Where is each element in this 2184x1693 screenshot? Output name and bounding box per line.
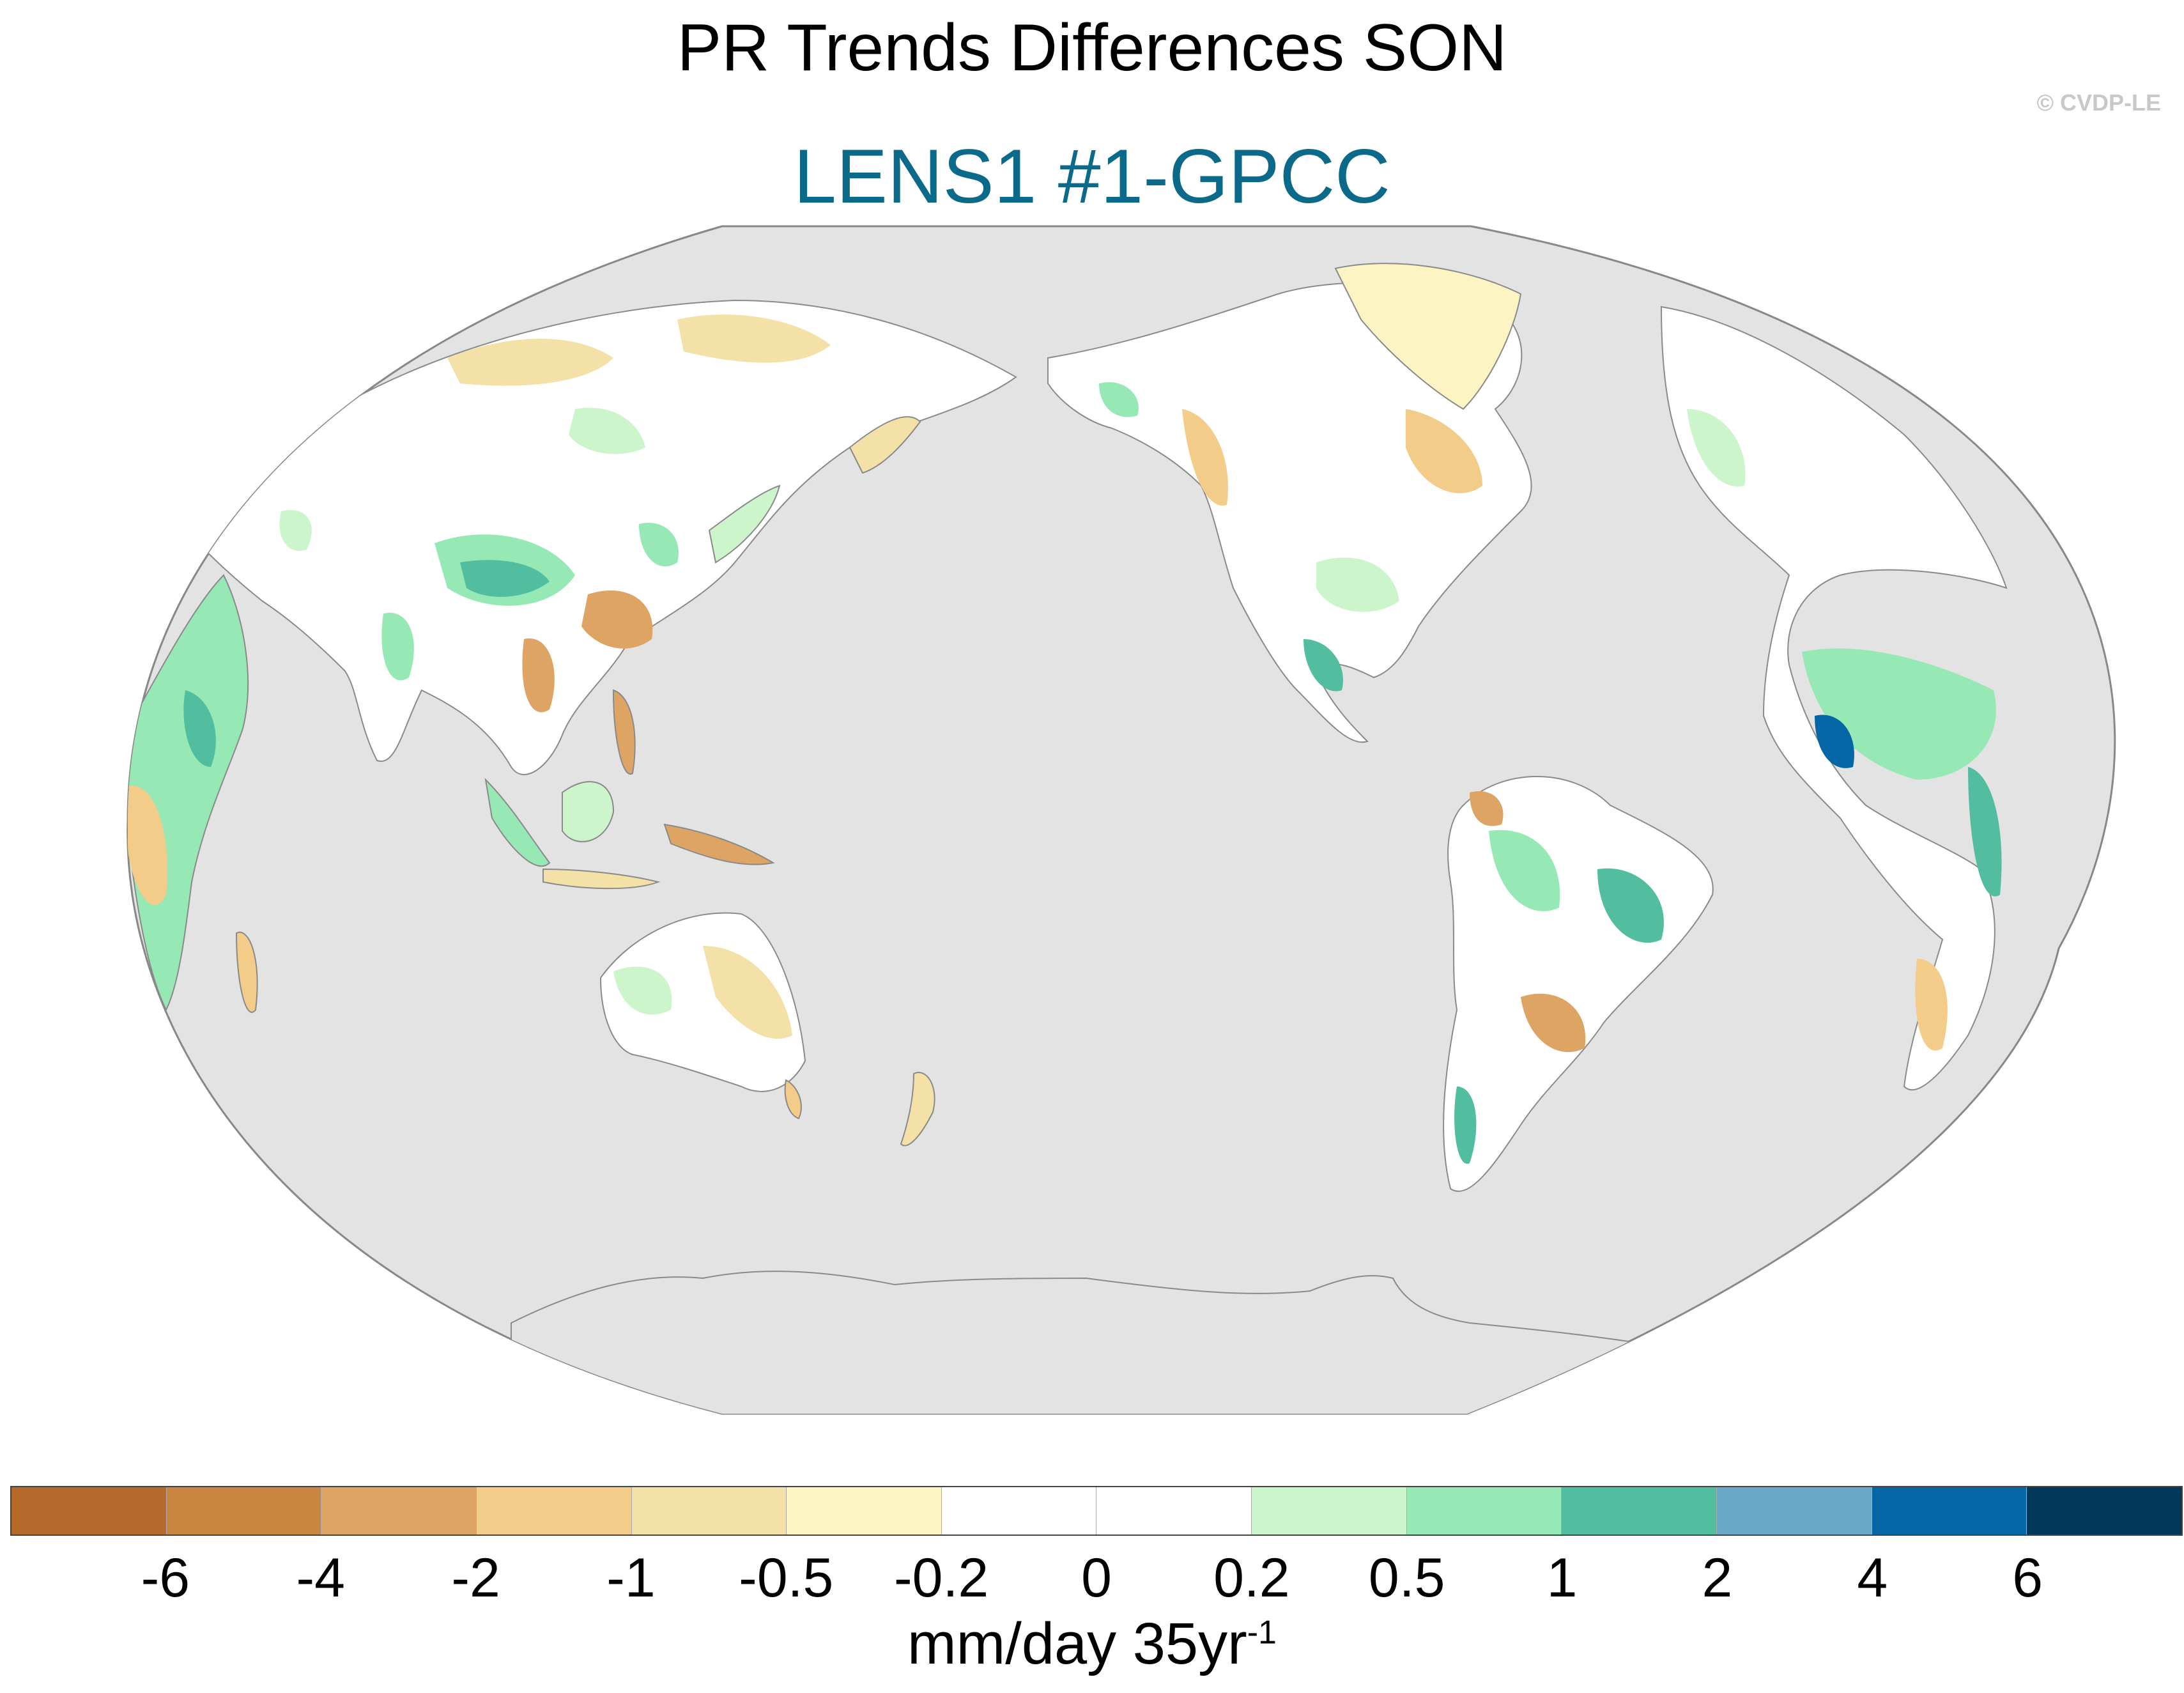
- credit-watermark: © CVDP-LE: [2036, 89, 2161, 116]
- colorbar-box: [1562, 1487, 1718, 1535]
- colorbar-box: [1872, 1487, 2027, 1535]
- world-map: [127, 225, 2116, 1415]
- colorbar-box: [1717, 1487, 1872, 1535]
- colorbar-tick-label: 2: [1702, 1547, 1733, 1609]
- colorbar-box: [941, 1487, 1097, 1535]
- colorbar-tick-label: -0.2: [894, 1547, 989, 1609]
- landmass-borneo: [562, 781, 615, 842]
- figure-title: PR Trends Differences SON: [677, 11, 1507, 85]
- colorbar: [10, 1486, 2183, 1536]
- units-exponent: -1: [1247, 1614, 1277, 1651]
- colorbar-box: [787, 1487, 942, 1535]
- landmass-greenland: [1334, 263, 1522, 410]
- colorbar-tick-label: 6: [2012, 1547, 2043, 1609]
- colorbar-tick-label: 0.2: [1213, 1547, 1290, 1609]
- landmass-antarctica: [511, 1271, 1675, 1414]
- colorbar-box: [166, 1487, 322, 1535]
- colorbar-tick-label: 0.5: [1368, 1547, 1445, 1609]
- colorbar-units: mm/day 35yr-1: [0, 1611, 2184, 1678]
- colorbar-tick-label: -2: [451, 1547, 500, 1609]
- colorbar-box: [1252, 1487, 1407, 1535]
- colorbar-box: [321, 1487, 477, 1535]
- colorbar-box: [1406, 1487, 1562, 1535]
- colorbar-tick-label: -1: [606, 1547, 656, 1609]
- panel-subtitle: LENS1 #1-GPCC: [794, 134, 1390, 219]
- units-text: mm/day 35yr: [907, 1611, 1247, 1676]
- colorbar-labels: -6 -4 -2 -1 -0.5 -0.2 0 0.2 0.5 1 2 4 6: [10, 1547, 2183, 1611]
- colorbar-tick-label: 4: [1857, 1547, 1888, 1609]
- colorbar-tick-label: -0.5: [739, 1547, 834, 1609]
- colorbar-box: [476, 1487, 632, 1535]
- colorbar-box: [631, 1487, 787, 1535]
- colorbar-tick-label: -6: [141, 1547, 190, 1609]
- colorbar-tick-label: 1: [1546, 1547, 1578, 1609]
- landmass-europe-africa: [1660, 305, 2008, 1091]
- landmass-australia: [599, 912, 806, 1092]
- colorbar-box: [1096, 1487, 1252, 1535]
- landmass-japan: [708, 484, 781, 564]
- colorbar-tick-label: 0: [1081, 1547, 1112, 1609]
- colorbar-box: [2027, 1487, 2181, 1535]
- colorbar-box: [12, 1487, 167, 1535]
- colorbar-tick-label: -4: [296, 1547, 345, 1609]
